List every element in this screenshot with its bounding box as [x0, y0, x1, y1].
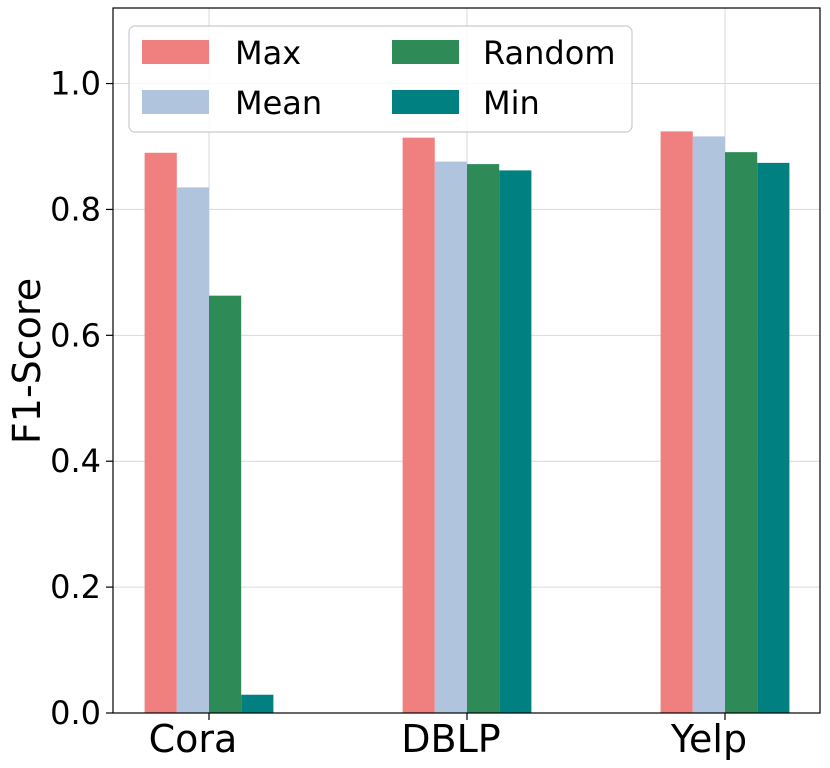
bar-random-dblp: [467, 164, 500, 713]
bar-max-yelp: [660, 131, 693, 713]
y-axis-ticks: 0.0 0.2 0.4 0.6 0.8 1.0: [50, 65, 113, 732]
y-tick-label: 0.0: [50, 694, 101, 732]
bar-max-dblp: [402, 137, 435, 713]
x-tick-label-dblp: DBLP: [401, 717, 500, 761]
legend-swatch-mean: [142, 90, 209, 114]
legend-swatch-min: [392, 90, 459, 114]
legend-label-max: Max: [235, 34, 301, 72]
bar-min-yelp: [757, 162, 790, 714]
bar-max-cora: [144, 152, 177, 713]
bar-min-dblp: [499, 170, 532, 713]
legend-label-min: Min: [483, 84, 540, 122]
bar-mean-cora: [176, 187, 209, 713]
bars: [144, 131, 790, 714]
bar-min-cora: [241, 694, 274, 713]
y-tick-label: 0.6: [50, 316, 101, 354]
bar-mean-dblp: [434, 161, 467, 713]
y-tick-label: 1.0: [50, 65, 101, 103]
legend: Max Mean Random Min: [128, 25, 633, 133]
y-tick-label: 0.4: [50, 442, 101, 480]
x-tick-label-yelp: Yelp: [670, 717, 747, 761]
legend-swatch-max: [142, 40, 209, 64]
legend-box: [128, 25, 633, 133]
bar-mean-yelp: [692, 136, 725, 714]
x-tick-label-cora: Cora: [149, 717, 238, 761]
y-tick-label: 0.2: [50, 568, 101, 606]
y-axis-label: F1-Score: [5, 278, 49, 444]
legend-label-mean: Mean: [235, 84, 322, 122]
bar-random-yelp: [725, 152, 758, 713]
x-axis-ticks: Cora DBLP Yelp: [149, 713, 747, 761]
bar-random-cora: [209, 295, 242, 713]
legend-swatch-random: [392, 40, 459, 64]
y-tick-label: 0.8: [50, 190, 101, 228]
legend-label-random: Random: [483, 34, 615, 72]
